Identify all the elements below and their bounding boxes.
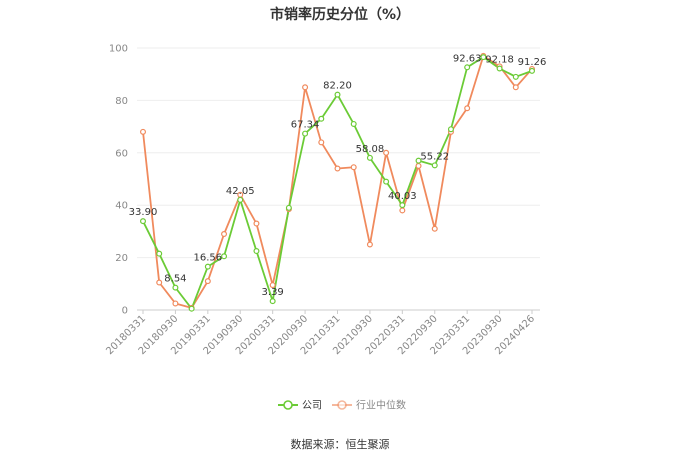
data-label: 91.26 [518, 57, 547, 68]
data-label: 40.03 [388, 191, 417, 202]
data-label: 58.08 [356, 144, 385, 155]
company-point [269, 298, 276, 305]
industry-median-point [512, 84, 519, 91]
industry-median-point [318, 139, 325, 146]
industry-median-point [302, 84, 309, 91]
company-point [285, 204, 292, 211]
industry-median-point [269, 282, 276, 289]
data-label: 3.39 [262, 287, 284, 298]
company-point [237, 196, 244, 203]
legend: 公司 行业中位数 [278, 399, 406, 412]
data-label: 55.22 [420, 151, 449, 162]
data-label: 42.05 [226, 186, 255, 197]
company-point [172, 284, 179, 291]
y-tick-label: 0 [122, 306, 128, 317]
y-tick-label: 80 [115, 96, 128, 107]
industry-median-point [366, 241, 373, 248]
data-label: 82.20 [323, 81, 352, 92]
industry-median-point [350, 164, 357, 171]
y-tick-label: 60 [115, 148, 128, 159]
y-tick-label: 40 [115, 201, 128, 212]
x-axis: 2018033120180930201903312019093020200331… [104, 310, 537, 357]
company-point [350, 120, 357, 127]
industry-median-point [140, 128, 147, 135]
legend-company-label: 公司 [302, 401, 322, 412]
data-label: 33.90 [129, 207, 158, 218]
industry-median-point [334, 165, 341, 172]
data-label: 92.63 [453, 53, 482, 64]
company-point [188, 305, 195, 312]
company-point [334, 91, 341, 98]
company-point [447, 126, 454, 133]
industry-median-point [221, 231, 228, 238]
company-point [253, 248, 260, 255]
industry-median-point [253, 220, 260, 227]
industry-median-point [172, 300, 179, 307]
company-point [480, 54, 487, 61]
company-point [415, 157, 422, 164]
industry-median-point [383, 149, 390, 156]
data-source: 数据来源：恒生聚源 [290, 438, 390, 451]
company-point [366, 154, 373, 161]
company-point [496, 65, 503, 72]
data-label: 92.18 [485, 54, 514, 65]
y-axis-ticks: 0 20 40 60 80 100 [109, 44, 128, 317]
company-point [156, 250, 163, 257]
grid-lines [137, 47, 540, 311]
legend-company-marker [283, 400, 293, 410]
industry-median-point [464, 105, 471, 112]
company-point [464, 64, 471, 71]
industry-median-point [156, 279, 163, 286]
company-point [431, 162, 438, 169]
company-point [512, 73, 519, 80]
legend-industry-label: 行业中位数 [356, 399, 406, 412]
data-labels: 33.90 8.54 16.56 42.05 3.39 67.34 82.20 58.08 40… [129, 53, 547, 298]
industry-median-point [204, 278, 211, 285]
y-tick-label: 100 [109, 44, 128, 55]
company-point [140, 218, 147, 225]
company-point [221, 253, 228, 260]
series-points [140, 52, 535, 312]
company-point [302, 130, 309, 137]
company-point [528, 67, 535, 74]
data-label: 16.56 [194, 253, 223, 264]
industry-median-point [431, 225, 438, 232]
company-point [383, 178, 390, 185]
company-point [399, 202, 406, 209]
industry-median-point [399, 207, 406, 214]
industry-median-point [415, 162, 422, 169]
data-label: 8.54 [164, 274, 186, 285]
chart-title: 市销率历史分位（%） [269, 7, 411, 23]
data-label: 67.34 [291, 120, 320, 131]
company-point [318, 115, 325, 122]
legend-industry-marker [337, 400, 347, 410]
company-point [204, 263, 211, 270]
y-tick-label: 20 [115, 253, 128, 264]
